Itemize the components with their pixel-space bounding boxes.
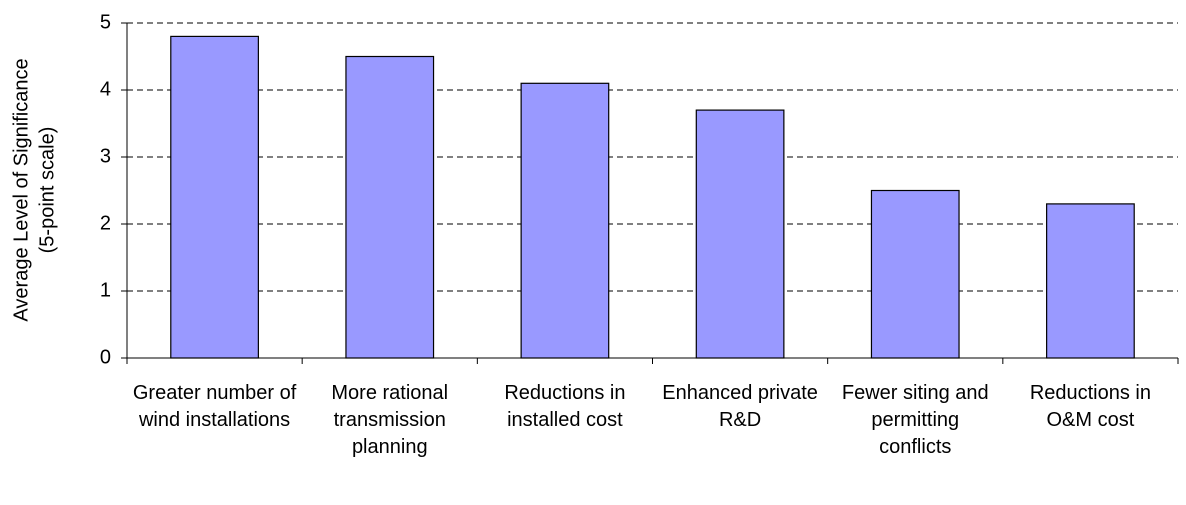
bar: [870, 189, 960, 359]
y-tick-label: 0: [100, 346, 111, 368]
bar: [345, 55, 435, 359]
y-axis-label: (5-point scale): [36, 127, 58, 254]
y-tick-label: 5: [100, 11, 111, 33]
x-tick-label: Enhanced private R&D: [662, 382, 818, 431]
x-tick-label: More rational transmission planning: [331, 382, 449, 458]
bar: [695, 109, 785, 359]
y-axis-label: Average Level of Significance: [10, 58, 32, 321]
bar: [170, 35, 259, 359]
x-tick-label: Fewer siting and permitting conflicts: [841, 382, 989, 458]
x-tick-label: Greater number of wind installations: [132, 382, 297, 431]
bar: [520, 82, 610, 359]
y-tick-label: 2: [100, 212, 111, 234]
y-tick-label: 1: [100, 279, 111, 301]
x-tick-label: Reductions in installed cost: [504, 382, 626, 431]
y-tick-label: 3: [100, 145, 111, 167]
bar: [1046, 203, 1135, 359]
y-tick-label: 4: [100, 78, 111, 100]
x-tick-label: Reductions in O&M cost: [1029, 382, 1151, 431]
